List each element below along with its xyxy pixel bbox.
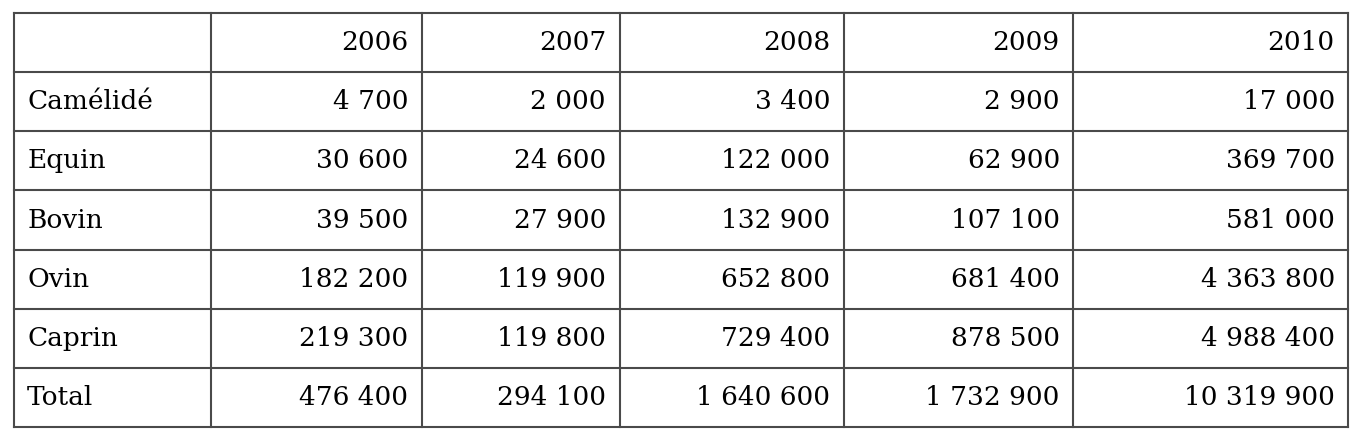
Text: 476 400: 476 400 xyxy=(300,385,409,410)
Text: 119 900: 119 900 xyxy=(497,267,606,292)
Text: 294 100: 294 100 xyxy=(497,385,606,410)
Text: Camélidé: Camélidé xyxy=(27,89,153,114)
Text: Total: Total xyxy=(27,385,94,410)
Text: 39 500: 39 500 xyxy=(316,208,409,232)
Text: 2009: 2009 xyxy=(993,30,1060,55)
Text: 219 300: 219 300 xyxy=(300,326,409,351)
Text: 4 363 800: 4 363 800 xyxy=(1200,267,1335,292)
Text: 24 600: 24 600 xyxy=(513,148,606,173)
Text: 2 000: 2 000 xyxy=(530,89,606,114)
Text: 652 800: 652 800 xyxy=(722,267,831,292)
Text: 132 900: 132 900 xyxy=(720,208,831,232)
Text: 107 100: 107 100 xyxy=(951,208,1060,232)
Text: 119 800: 119 800 xyxy=(497,326,606,351)
Text: Bovin: Bovin xyxy=(27,208,104,232)
Text: 2006: 2006 xyxy=(342,30,409,55)
Text: 369 700: 369 700 xyxy=(1226,148,1335,173)
Text: 581 000: 581 000 xyxy=(1226,208,1335,232)
Text: 1 640 600: 1 640 600 xyxy=(696,385,831,410)
Text: 182 200: 182 200 xyxy=(300,267,409,292)
Text: 10 319 900: 10 319 900 xyxy=(1184,385,1335,410)
Text: 4 988 400: 4 988 400 xyxy=(1201,326,1335,351)
Text: 27 900: 27 900 xyxy=(513,208,606,232)
Text: Ovin: Ovin xyxy=(27,267,90,292)
Text: 17 000: 17 000 xyxy=(1242,89,1335,114)
Text: 2007: 2007 xyxy=(539,30,606,55)
Text: 2008: 2008 xyxy=(763,30,831,55)
Text: 4 700: 4 700 xyxy=(332,89,409,114)
Text: 62 900: 62 900 xyxy=(967,148,1060,173)
Text: 30 600: 30 600 xyxy=(316,148,409,173)
Text: 3 400: 3 400 xyxy=(755,89,831,114)
Text: 2 900: 2 900 xyxy=(985,89,1060,114)
Text: 122 000: 122 000 xyxy=(720,148,831,173)
Text: 729 400: 729 400 xyxy=(720,326,831,351)
Text: Equin: Equin xyxy=(27,148,106,173)
Text: 2010: 2010 xyxy=(1268,30,1335,55)
Text: 1 732 900: 1 732 900 xyxy=(925,385,1060,410)
Text: 878 500: 878 500 xyxy=(951,326,1060,351)
Text: Caprin: Caprin xyxy=(27,326,118,351)
Text: 681 400: 681 400 xyxy=(951,267,1060,292)
